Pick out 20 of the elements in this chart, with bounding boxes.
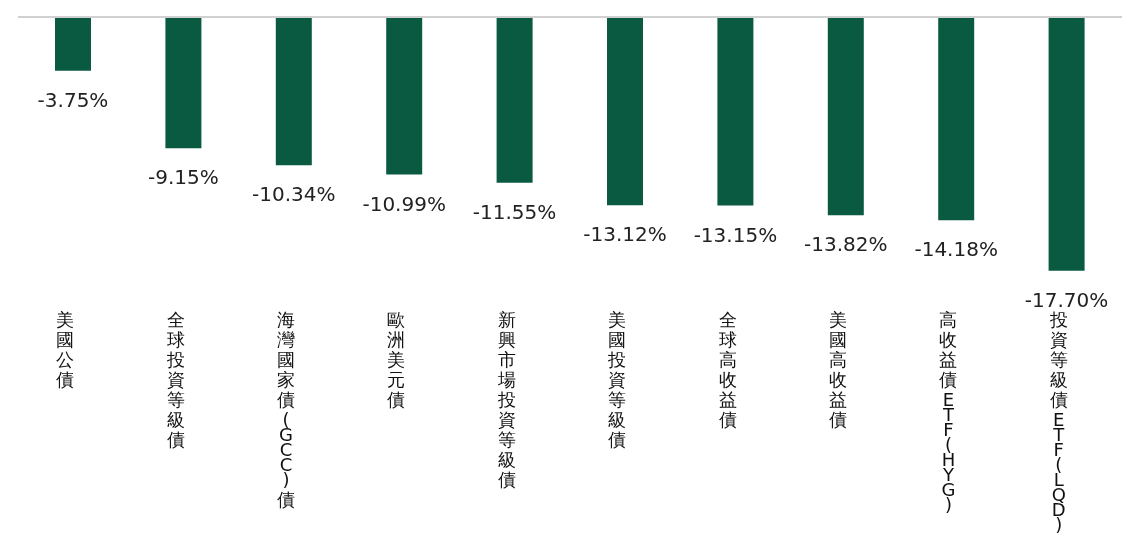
data-label: -13.15% xyxy=(693,222,778,247)
data-label: -14.18% xyxy=(914,237,998,262)
category-label: 高收益債ETF(HYG) xyxy=(939,309,958,515)
data-label: -3.75% xyxy=(37,87,109,112)
data-label: -10.99% xyxy=(362,191,446,216)
data-label: -9.15% xyxy=(148,165,219,190)
x-tick-label: 歐洲美元債 xyxy=(387,309,406,410)
x-tick-label: 美國公債 xyxy=(56,309,75,390)
x-tick-label: 美國高收益債 xyxy=(829,309,847,430)
category-label: 海灣國家債(GCC)債 xyxy=(277,309,295,510)
x-tick-label: 全球投資等級債 xyxy=(165,309,185,450)
data-label: -13.12% xyxy=(583,222,667,247)
data-label: -11.55% xyxy=(472,199,557,224)
data-label: -10.34% xyxy=(252,182,336,207)
x-tick-label: 全球高收益債 xyxy=(718,309,737,430)
data-label: -13.82% xyxy=(804,232,888,257)
category-label: 投資等級債ETF(LQD) xyxy=(1049,309,1068,535)
data-label: -17.70% xyxy=(1024,287,1109,312)
x-tick-label: 美國投資等級債 xyxy=(607,309,627,450)
category-label: 新興市場投資等級債 xyxy=(497,309,516,490)
